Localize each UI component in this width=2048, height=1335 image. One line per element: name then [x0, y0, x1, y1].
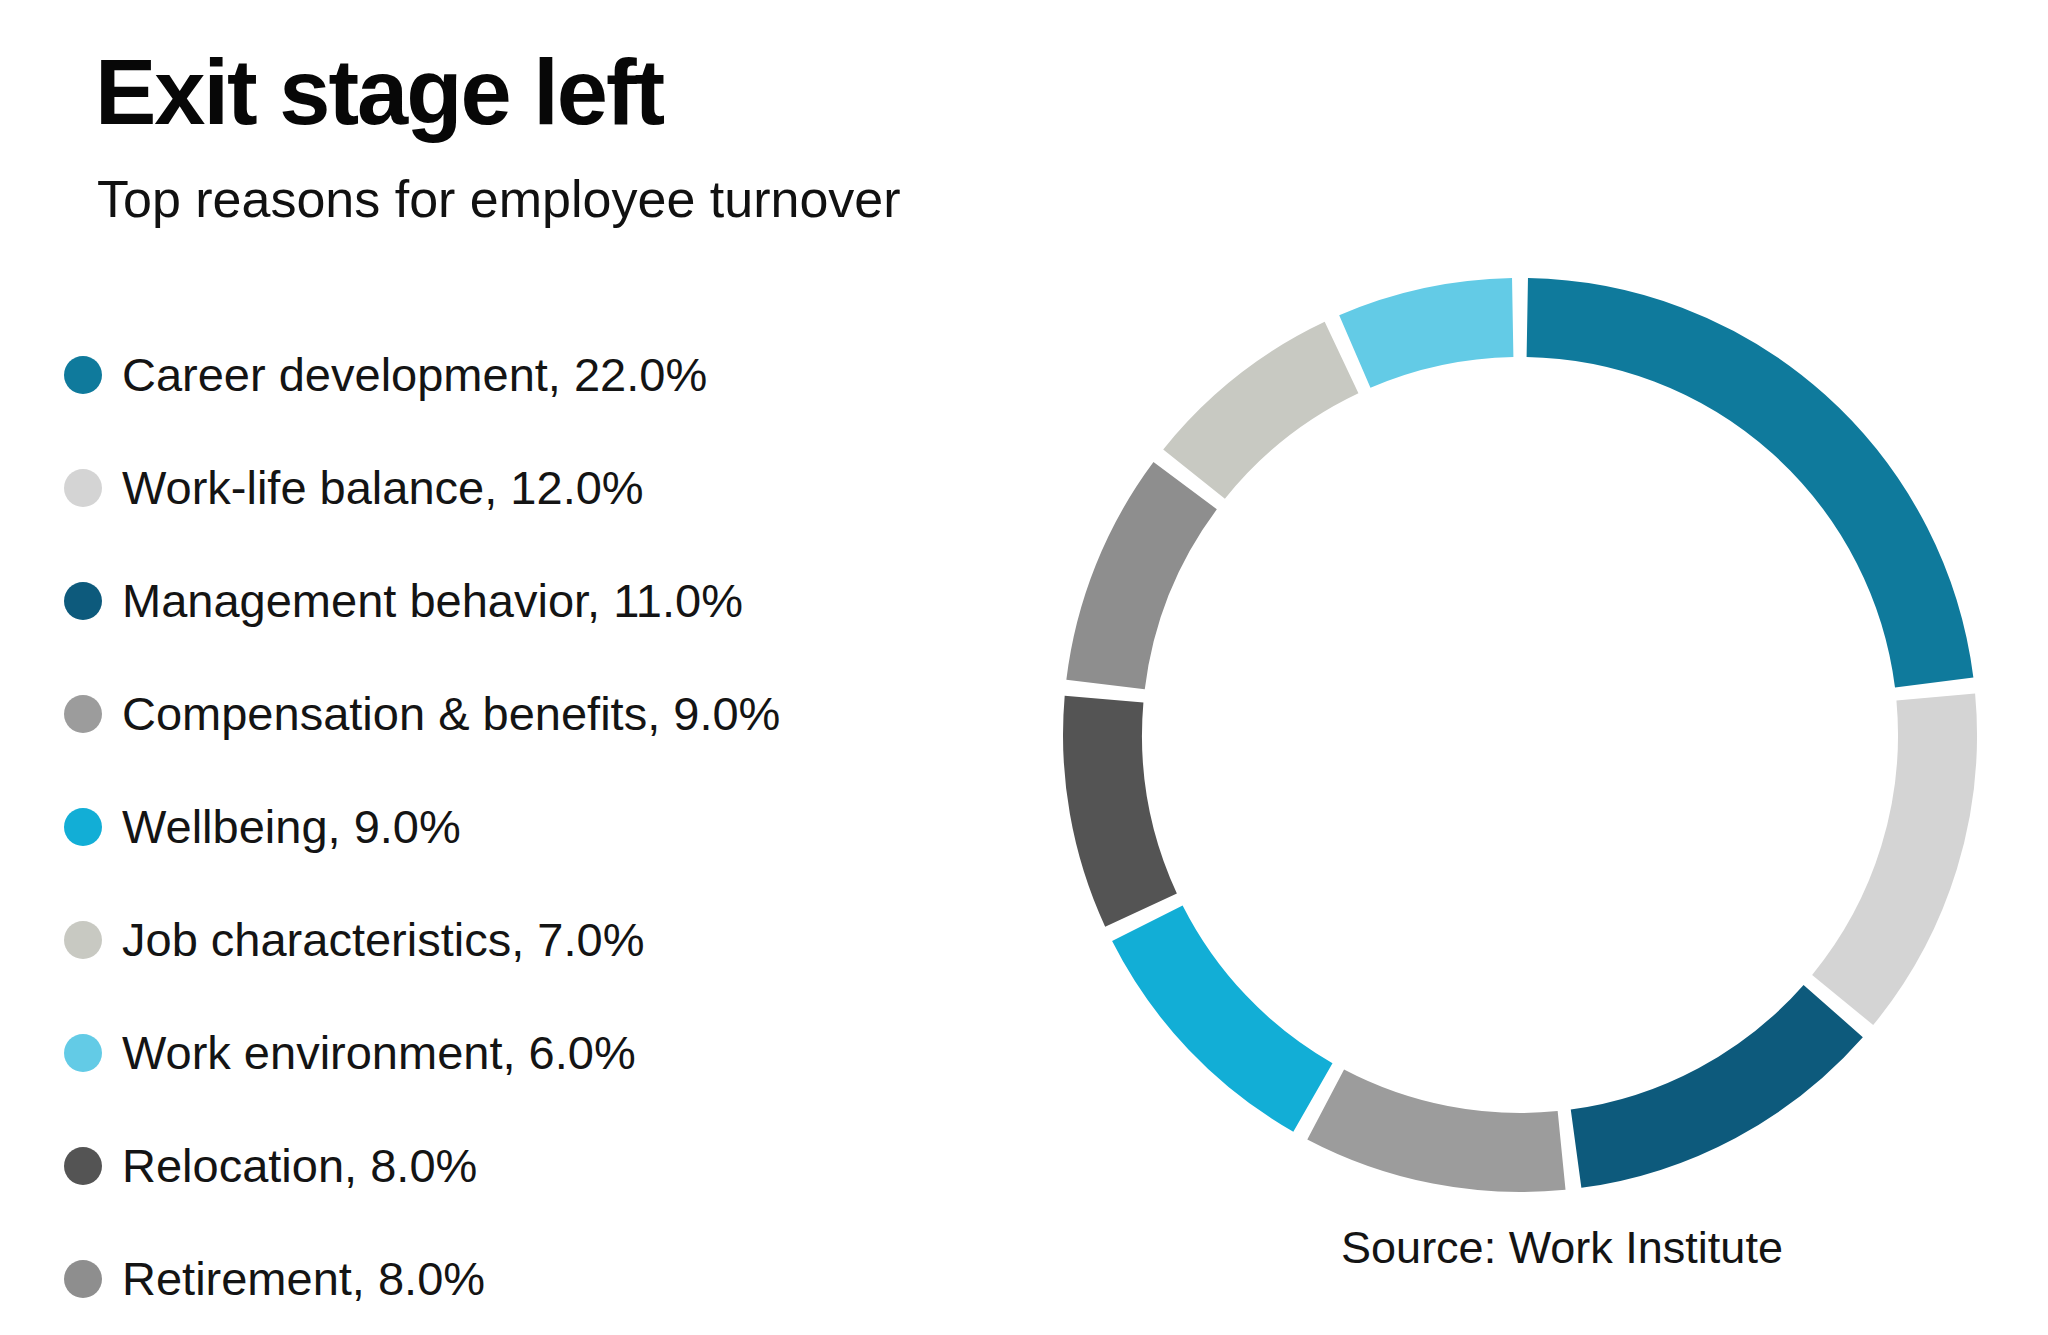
legend-swatch-icon: [64, 1034, 102, 1072]
donut-chart: [1045, 260, 1995, 1210]
legend-item: Career development, 22.0%: [64, 318, 780, 431]
source-attribution: Source: Work Institute: [1087, 1222, 2037, 1274]
donut-segment-relocation: [1103, 699, 1142, 910]
legend-item: Wellbeing, 9.0%: [64, 770, 780, 883]
legend-swatch-icon: [64, 921, 102, 959]
legend-label: Career development, 22.0%: [122, 347, 707, 402]
donut-segment-retirement: [1106, 486, 1186, 685]
legend-label: Work-life balance, 12.0%: [122, 460, 644, 515]
legend-label: Management behavior, 11.0%: [122, 573, 743, 628]
chart-page: Exit stage left Top reasons for employee…: [0, 0, 2048, 1335]
legend-swatch-icon: [64, 1260, 102, 1298]
legend-swatch-icon: [64, 582, 102, 620]
legend-swatch-icon: [64, 808, 102, 846]
legend-swatch-icon: [64, 695, 102, 733]
donut-segment-job-characteristics: [1194, 358, 1342, 475]
legend-label: Job characteristics, 7.0%: [122, 912, 644, 967]
legend-label: Compensation & benefits, 9.0%: [122, 686, 780, 741]
legend-item: Retirement, 8.0%: [64, 1222, 780, 1335]
legend-label: Relocation, 8.0%: [122, 1138, 477, 1193]
legend-swatch-icon: [64, 356, 102, 394]
donut-segment-career-development: [1527, 318, 1934, 683]
donut-segment-work-life-balance: [1843, 697, 1938, 1000]
page-title: Exit stage left: [95, 42, 663, 143]
legend-item: Job characteristics, 7.0%: [64, 883, 780, 996]
donut-segment-work-environment: [1355, 318, 1513, 352]
legend-item: Work environment, 6.0%: [64, 996, 780, 1109]
donut-segment-wellbeing: [1147, 923, 1313, 1097]
legend-item: Relocation, 8.0%: [64, 1109, 780, 1222]
legend-label: Wellbeing, 9.0%: [122, 799, 461, 854]
legend-item: Work-life balance, 12.0%: [64, 431, 780, 544]
donut-chart-area: [1045, 260, 1995, 1210]
legend-item: Management behavior, 11.0%: [64, 544, 780, 657]
legend: Career development, 22.0% Work-life balan…: [64, 318, 780, 1335]
legend-item: Compensation & benefits, 9.0%: [64, 657, 780, 770]
donut-segment-compensation-benefits: [1326, 1105, 1562, 1153]
legend-swatch-icon: [64, 1147, 102, 1185]
legend-swatch-icon: [64, 469, 102, 507]
donut-segment-management-behavior: [1576, 1011, 1833, 1149]
page-subtitle: Top reasons for employee turnover: [97, 170, 901, 230]
legend-label: Work environment, 6.0%: [122, 1025, 636, 1080]
legend-label: Retirement, 8.0%: [122, 1251, 485, 1306]
